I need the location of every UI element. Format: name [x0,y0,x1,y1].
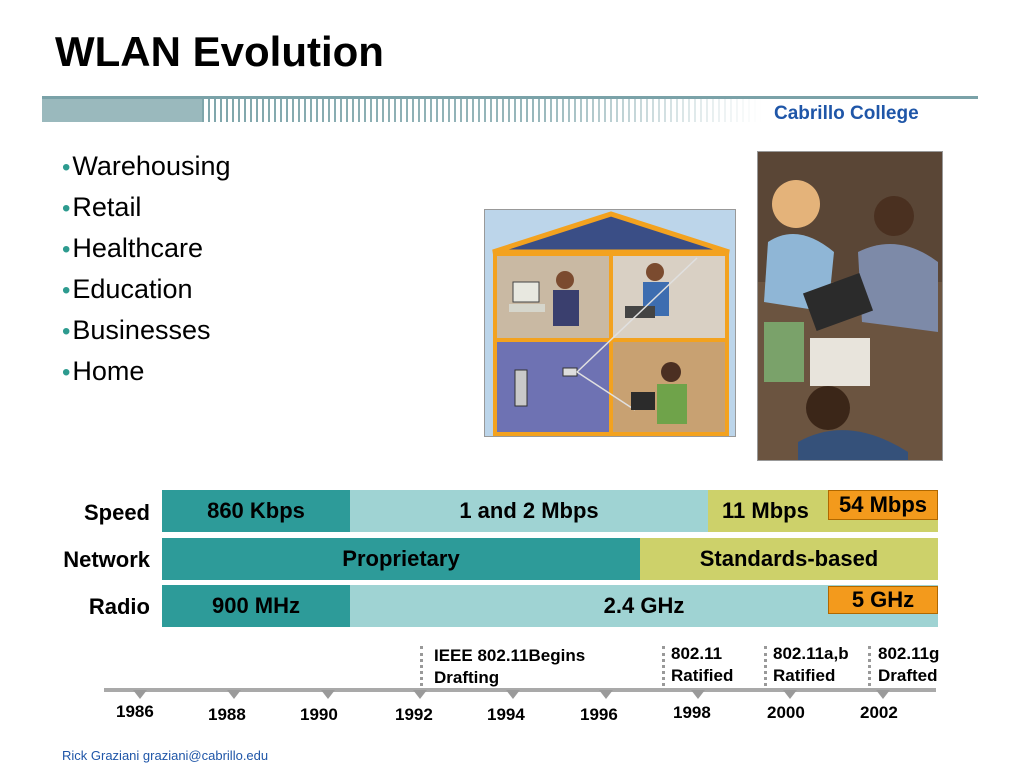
event-80211g-drafted: 802.11g Drafted [878,644,940,685]
bullet-item: •Healthcare [62,233,203,263]
header-decoration-bar [42,96,978,122]
row-label-speed: Speed [83,500,150,525]
year-label: 1992 [395,705,433,724]
axis-tick [783,690,797,699]
axis-tick [413,690,427,699]
event-ieee-drafting: IEEE 802.11Begins Drafting [434,646,586,687]
home-network-illustration [484,209,736,437]
axis-tick [227,690,241,699]
axis-tick [321,690,335,699]
speed-54mbps-badge: 54 Mbps [828,490,938,520]
year-label: 2002 [860,703,898,722]
footer-author: Rick Graziani graziani@cabrillo.edu [62,748,269,763]
axis-tick [506,690,520,699]
event-marker [764,646,770,686]
timeline-axis [104,688,936,692]
year-label: 1986 [116,702,154,721]
event-80211ab-ratified: 802.11a,b Ratified [773,644,849,685]
people-collaborating-photo [757,151,943,461]
network-proprietary-bar: Proprietary [162,538,640,580]
bullet-item: •Businesses [62,315,211,345]
bullet-icon: • [62,318,71,345]
slide-title: WLAN Evolution [55,28,384,75]
event-80211-ratified: 802.11 Ratified [671,644,734,685]
bullet-item: •Education [62,274,193,304]
row-label-radio: Radio [88,594,150,619]
bullet-icon: • [62,277,71,304]
event-marker [662,646,668,686]
bullet-icon: • [62,236,71,263]
radio-5ghz-badge: 5 GHz [828,586,938,614]
speed-1-2mbps-bar: 1 and 2 Mbps [350,490,708,532]
year-label: 1990 [300,705,338,724]
event-marker [868,646,874,686]
axis-tick [599,690,613,699]
bullet-icon: • [62,359,71,386]
bullet-item: •Warehousing [62,151,231,181]
axis-tick [876,690,890,699]
year-label: 1998 [673,703,711,722]
college-logo-text: Cabrillo College [774,103,919,124]
bullet-item: •Retail [62,192,142,222]
bullet-item: •Home [62,356,145,386]
bullet-icon: • [62,195,71,222]
axis-tick [133,690,147,699]
radio-900mhz-bar: 900 MHz [162,585,350,627]
axis-tick [691,690,705,699]
row-label-network: Network [63,547,150,572]
bullet-list: •Warehousing •Retail •Healthcare •Educat… [62,148,231,394]
year-label: 1996 [580,705,618,724]
year-label: 1994 [487,705,525,724]
event-marker [420,646,426,686]
bullet-icon: • [62,154,71,181]
network-standards-bar: Standards-based [640,538,938,580]
year-label: 1988 [208,705,246,724]
year-label: 2000 [767,703,805,722]
speed-860kbps-bar: 860 Kbps [162,490,350,532]
